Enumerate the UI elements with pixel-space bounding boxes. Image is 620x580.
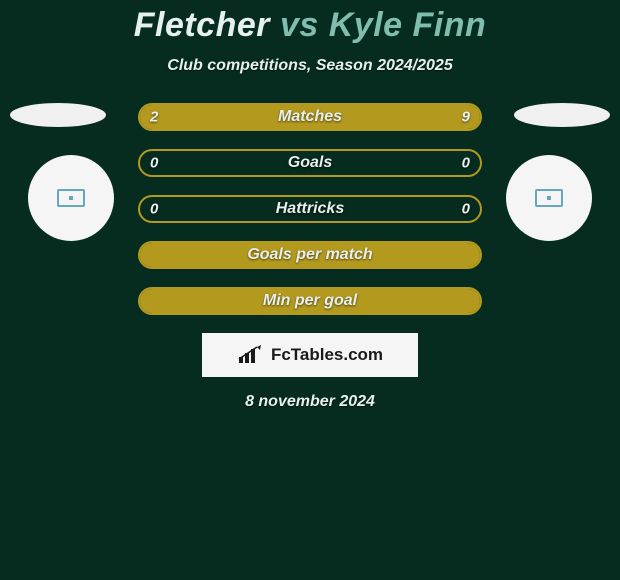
player2-avatar xyxy=(506,155,592,241)
brand-text: FcTables.com xyxy=(271,345,383,365)
player-placeholder-icon xyxy=(57,189,85,207)
player-placeholder-icon xyxy=(535,189,563,207)
player2-name: Kyle Finn xyxy=(329,6,487,44)
vs-label: vs xyxy=(280,6,319,44)
stat-bar: Goals per match xyxy=(138,241,482,269)
stat-bar: 29Matches xyxy=(138,103,482,131)
stat-bars: 29Matches 00Goals 00Hattricks Goals per mat… xyxy=(138,103,482,315)
comparison-title: Fletcher vs Kyle Finn xyxy=(0,0,620,45)
comparison-arena: 29Matches 00Goals 00Hattricks Goals per mat… xyxy=(0,103,620,315)
bars-icon xyxy=(237,345,265,365)
player1-flag xyxy=(10,103,106,127)
stat-bar: 00Hattricks xyxy=(138,195,482,223)
stat-label: Matches xyxy=(140,108,480,126)
stat-label: Min per goal xyxy=(140,292,480,310)
stat-label: Goals xyxy=(140,154,480,172)
snapshot-date: 8 november 2024 xyxy=(0,393,620,411)
player1-name: Fletcher xyxy=(134,6,270,44)
stat-label: Goals per match xyxy=(140,246,480,264)
player2-flag xyxy=(514,103,610,127)
stat-bar: Min per goal xyxy=(138,287,482,315)
brand-logo: FcTables.com xyxy=(202,333,418,377)
stat-bar: 00Goals xyxy=(138,149,482,177)
stat-label: Hattricks xyxy=(140,200,480,218)
competition-subtitle: Club competitions, Season 2024/2025 xyxy=(0,57,620,75)
player1-avatar xyxy=(28,155,114,241)
